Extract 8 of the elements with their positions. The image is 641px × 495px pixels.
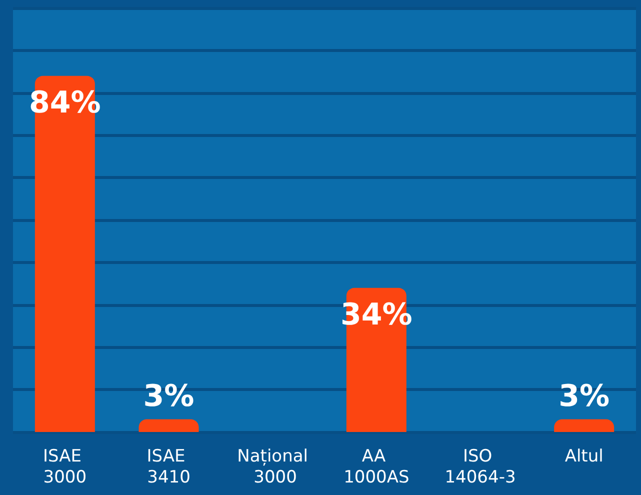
x-tick-label: Altul [564,446,604,466]
data-label: 3% [558,378,610,414]
data-label: 3% [143,378,194,414]
x-tick-label: ISAE 3000 [42,446,87,488]
x-tick-label: AA 1000AS [344,446,410,488]
x-tick-label: ISAE 3410 [146,446,191,488]
x-tick-label: Național 3000 [237,446,308,488]
x-tick-label: ISO 14064-3 [444,446,516,488]
